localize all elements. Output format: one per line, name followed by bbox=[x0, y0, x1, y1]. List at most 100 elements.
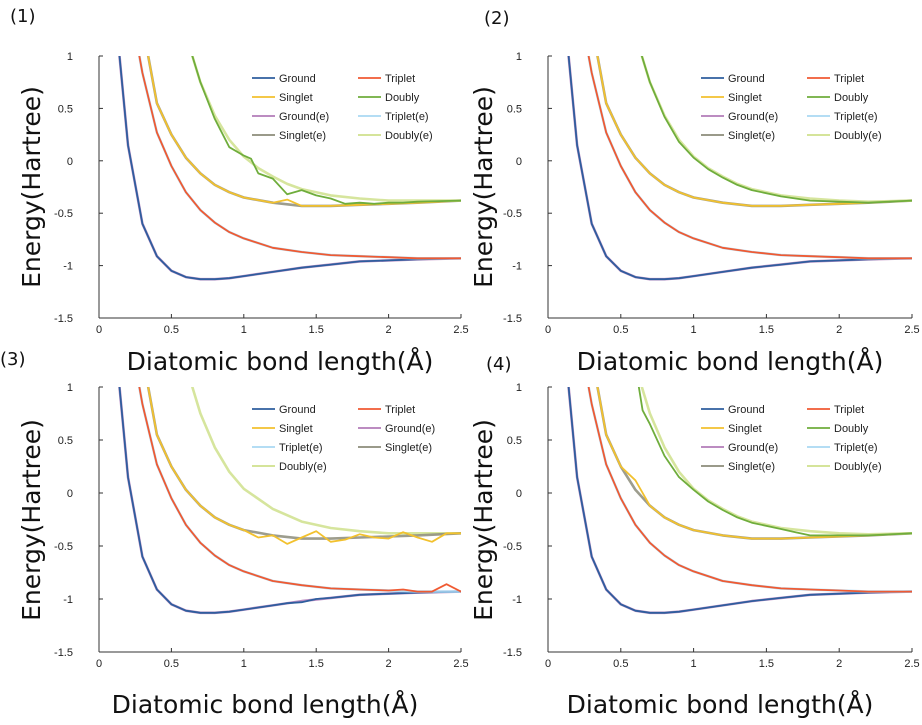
y-tick-label: -0.5 bbox=[503, 208, 522, 220]
x-axis-title: Diatomic bond length(Å) bbox=[567, 690, 874, 719]
y-tick-label: 0 bbox=[516, 156, 522, 168]
legend-label: Doubly bbox=[834, 423, 869, 435]
y-tick-label: 1 bbox=[67, 382, 73, 394]
series-line-singlet bbox=[596, 387, 912, 540]
y-tick-label: 0.5 bbox=[58, 103, 73, 115]
legend-item: Doubly(e) bbox=[807, 461, 882, 473]
chart-panel-3: (3) 0 0.5 1 1.5 2 2.5 -1.5 -1 -0.5 0 0.5 1 Energy(Har… bbox=[0, 349, 469, 719]
x-tick-label: 2.5 bbox=[904, 658, 919, 670]
series-line-ground bbox=[118, 56, 461, 281]
y-tick-label: -1 bbox=[512, 594, 522, 606]
panel-label: (3) bbox=[0, 349, 26, 370]
chart-panel-4: (4) 0 0.5 1 1.5 2 2.5 -1.5 -1 -0.5 0 0.5 1 Energy(Har… bbox=[469, 354, 920, 719]
x-tick-label: 2.5 bbox=[453, 324, 468, 336]
series-line-singlet bbox=[596, 56, 912, 207]
legend-label: Doubly(e) bbox=[834, 461, 882, 473]
series-line-ground bbox=[567, 387, 912, 614]
y-tick-label: -0.5 bbox=[54, 541, 73, 553]
x-axis-title: Diatomic bond length(Å) bbox=[127, 347, 434, 376]
series-line-doubly bbox=[640, 56, 912, 204]
x-tick-label: 0 bbox=[545, 658, 551, 670]
legend-item: Ground bbox=[701, 404, 765, 416]
x-axis-title: Diatomic bond length(Å) bbox=[577, 347, 884, 376]
legend-label: Triplet(e) bbox=[385, 111, 429, 123]
x-tick-label: 1.5 bbox=[759, 658, 774, 670]
x-tick-label: 2 bbox=[836, 658, 842, 670]
panel-label: (1) bbox=[10, 6, 36, 27]
series-line-ground bbox=[118, 387, 461, 614]
x-tick-label: 1 bbox=[241, 658, 247, 670]
legend-label: Triplet bbox=[834, 404, 864, 416]
legend-item: Doubly(e) bbox=[358, 130, 433, 142]
legend-item: Doubly(e) bbox=[807, 130, 882, 142]
x-tick-label: 1 bbox=[241, 324, 247, 336]
legend-label: Ground bbox=[279, 404, 316, 416]
legend-label: Triplet bbox=[834, 73, 864, 85]
legend-item: Singlet bbox=[252, 92, 313, 104]
legend-item: Triplet bbox=[358, 73, 415, 85]
legend-label: Singlet(e) bbox=[279, 130, 326, 142]
y-tick-label: 1 bbox=[67, 51, 73, 63]
x-tick-label: 1 bbox=[691, 324, 697, 336]
y-axis-title: Energy(Hartree) bbox=[469, 86, 498, 288]
y-axis-title: Energy(Hartree) bbox=[17, 86, 46, 288]
x-tick-label: 1 bbox=[691, 658, 697, 670]
y-tick-label: -1 bbox=[63, 261, 73, 273]
legend-item: Doubly bbox=[807, 423, 869, 435]
y-tick-label: -1.5 bbox=[54, 647, 73, 659]
legend-item: Doubly(e) bbox=[252, 461, 327, 473]
legend-label: Ground bbox=[728, 404, 765, 416]
x-tick-label: 0.5 bbox=[613, 658, 628, 670]
x-axis-title: Diatomic bond length(Å) bbox=[112, 690, 419, 719]
legend-item: Doubly bbox=[807, 92, 869, 104]
series-line-triplet bbox=[587, 387, 912, 593]
y-tick-label: -0.5 bbox=[503, 541, 522, 553]
chart-panel-2: (2) 0 0.5 1 1.5 2 2.5 -1.5 -1 -0.5 0 0.5 1 Energy(Har… bbox=[469, 8, 920, 376]
series-line-ground bbox=[567, 56, 912, 281]
x-tick-label: 0 bbox=[96, 658, 102, 670]
plot-area bbox=[567, 387, 912, 615]
legend-item: Triplet bbox=[807, 73, 864, 85]
legend-label: Singlet bbox=[728, 92, 762, 104]
chart-panel-1: (1) 0 0.5 1 1.5 2 2.5 -1.5 -1 -0.5 0 0.5 1 Energy(Har… bbox=[10, 6, 469, 376]
x-tick-label: 2 bbox=[386, 324, 392, 336]
x-tick-label: 2 bbox=[386, 658, 392, 670]
legend-item: Ground bbox=[252, 73, 316, 85]
series-line-doublye bbox=[190, 387, 461, 535]
legend-item: Singlet(e) bbox=[252, 130, 326, 142]
panel-label: (4) bbox=[486, 354, 512, 375]
series-line-doublye bbox=[190, 56, 461, 202]
legend-item: Ground(e) bbox=[701, 111, 778, 123]
plot-area bbox=[118, 56, 461, 281]
legend-label: Triplet(e) bbox=[279, 442, 323, 454]
y-tick-label: -1.5 bbox=[503, 313, 522, 325]
legend-label: Singlet(e) bbox=[385, 442, 432, 454]
legend-label: Singlet bbox=[728, 423, 762, 435]
legend-item: Singlet bbox=[252, 423, 313, 435]
plot-area bbox=[567, 56, 912, 281]
y-tick-label: -1.5 bbox=[54, 313, 73, 325]
legend-label: Triplet(e) bbox=[834, 442, 878, 454]
legend-label: Ground(e) bbox=[279, 111, 329, 123]
y-tick-label: 1 bbox=[516, 382, 522, 394]
legend-label: Singlet(e) bbox=[728, 130, 775, 142]
series-line-doubly bbox=[637, 387, 912, 537]
y-tick-label: 0 bbox=[67, 488, 73, 500]
y-tick-label: 0.5 bbox=[58, 435, 73, 447]
legend-item: Singlet(e) bbox=[358, 442, 432, 454]
legend-label: Singlet bbox=[279, 423, 313, 435]
legend-label: Triplet bbox=[385, 73, 415, 85]
series-line-doubly bbox=[191, 56, 461, 205]
x-tick-label: 2.5 bbox=[453, 658, 468, 670]
x-tick-label: 0.5 bbox=[613, 324, 628, 336]
panel-label: (2) bbox=[484, 8, 510, 29]
legend-item: Triplet(e) bbox=[807, 111, 878, 123]
y-tick-label: 1 bbox=[516, 51, 522, 63]
legend-label: Ground(e) bbox=[728, 442, 778, 454]
x-tick-label: 1.5 bbox=[759, 324, 774, 336]
series-line-singlet bbox=[147, 387, 461, 545]
legend-item: Ground(e) bbox=[701, 442, 778, 454]
legend-label: Doubly(e) bbox=[834, 130, 882, 142]
legend-item: Singlet(e) bbox=[701, 130, 775, 142]
